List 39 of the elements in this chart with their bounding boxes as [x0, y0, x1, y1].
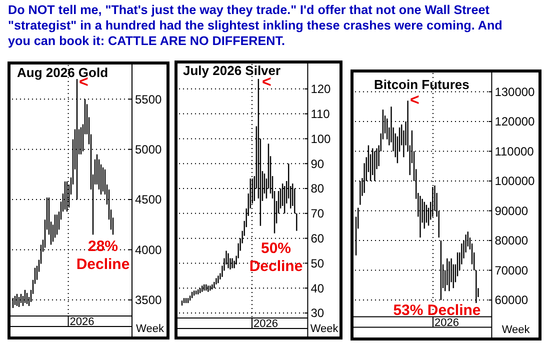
text: 2026: [70, 316, 94, 328]
y-tick-label: 130000: [494, 84, 536, 99]
y-tick-label: 60: [310, 232, 324, 246]
y-tick-label: 120: [310, 82, 332, 96]
y-tick-label: 100000: [494, 174, 536, 188]
annotation: 2026: [254, 318, 278, 330]
y-tick-label: 70000: [494, 263, 528, 278]
y-tick-label: 40: [310, 281, 324, 296]
y-tick-label: 100: [310, 132, 332, 146]
text: Do NOT tell me, "That's just the way they trade." I'd offer that not one Wall Street: [8, 3, 490, 17]
y-tick-label: 60000: [494, 293, 528, 308]
y-tick-label: 50: [310, 256, 324, 270]
y-tick-label: 90: [310, 156, 324, 171]
y-tick-label: 80000: [494, 234, 528, 248]
y-tick-label: 5000: [135, 142, 162, 157]
text: "strategist" in a hundred had the slightest inkling these crashes were coming. And: [8, 18, 502, 32]
chart-title: Bitcoin Futures: [374, 77, 470, 92]
y-tick-label: 70: [310, 206, 324, 221]
y-tick-label: 80: [310, 182, 324, 196]
annotation: <: [410, 92, 420, 109]
y-tick-label: 120000: [494, 114, 536, 129]
y-tick-label: 30: [310, 306, 324, 320]
annotation: Decline: [249, 258, 303, 275]
y-tick-label: 3500: [135, 293, 162, 308]
x-axis-title: Week: [136, 323, 164, 335]
annotation: Decline: [76, 256, 130, 273]
annotation: 28%: [88, 238, 118, 255]
text: 2026: [434, 317, 459, 329]
y-tick-label: 4000: [135, 242, 162, 257]
annotation: 50%: [260, 240, 292, 257]
x-axis-title: Week: [310, 323, 339, 335]
y-tick-label: 110000: [494, 144, 534, 158]
text: you can book it: CATTLE ARE NO DIFFERENT.: [8, 34, 286, 48]
x-axis-title: Week: [502, 324, 530, 336]
y-tick-label: 5500: [135, 92, 162, 106]
annotation: 53% Decline: [393, 302, 481, 319]
y-tick-label: 4500: [135, 192, 162, 207]
y-tick-label: 90000: [494, 204, 528, 218]
y-tick-label: 110: [310, 107, 330, 122]
